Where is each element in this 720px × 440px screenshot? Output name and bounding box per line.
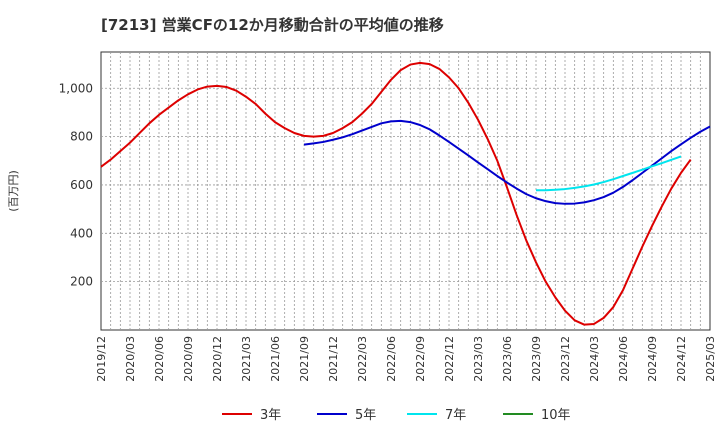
x-tick-label: 2023/09	[530, 336, 543, 382]
series-line	[536, 155, 682, 192]
plot-area	[100, 51, 711, 331]
x-tick-label: 2020/06	[153, 336, 166, 382]
y-tick-label: 1,000	[59, 81, 93, 95]
x-tick-label: 2024/06	[617, 336, 630, 382]
grid-lines	[100, 51, 711, 331]
axes: 200 400 600 800 1,000 2019/12 2020/03 2020/06 20…	[7, 81, 717, 381]
y-tick-label: 800	[70, 130, 93, 144]
y-tick-label: 400	[70, 226, 93, 240]
y-tick-label: 600	[70, 178, 93, 192]
x-tick-label: 2019/12	[95, 336, 108, 382]
legend-label: 3年	[260, 408, 281, 423]
x-tick-label: 2022/09	[414, 336, 427, 382]
x-tick-label: 2021/03	[240, 336, 253, 382]
x-tick-label: 2025/03	[704, 336, 717, 382]
x-tick-label: 2023/03	[472, 336, 485, 382]
series-line	[100, 61, 692, 326]
x-tick-label: 2022/12	[443, 336, 456, 382]
series-line	[303, 119, 711, 205]
x-tick-label: 2022/03	[356, 336, 369, 382]
x-tick-label: 2020/03	[124, 336, 137, 382]
x-tick-label: 2021/06	[269, 336, 282, 382]
x-tick-label: 2023/12	[559, 336, 572, 382]
chart-title: [7213] 営業CFの12か月移動合計の平均値の推移	[101, 16, 444, 34]
x-tick-label: 2021/09	[298, 336, 311, 382]
x-tick-label: 2024/12	[675, 336, 688, 382]
x-tick-label: 2020/12	[211, 336, 224, 382]
x-tick-label: 2022/06	[385, 336, 398, 382]
legend-label: 10年	[541, 408, 571, 423]
y-axis-label: (百万円)	[7, 170, 20, 212]
x-tick-label: 2024/09	[646, 336, 659, 382]
legend-label: 5年	[355, 408, 376, 423]
series-lines	[100, 61, 711, 326]
legend: 3年 5年 7年 10年	[222, 408, 571, 423]
x-tick-label: 2024/03	[588, 336, 601, 382]
x-tick-label: 2021/12	[327, 336, 340, 382]
x-tick-label: 2020/09	[182, 336, 195, 382]
legend-label: 7年	[445, 408, 466, 423]
x-tick-label: 2023/06	[501, 336, 514, 382]
y-tick-label: 200	[70, 275, 93, 289]
